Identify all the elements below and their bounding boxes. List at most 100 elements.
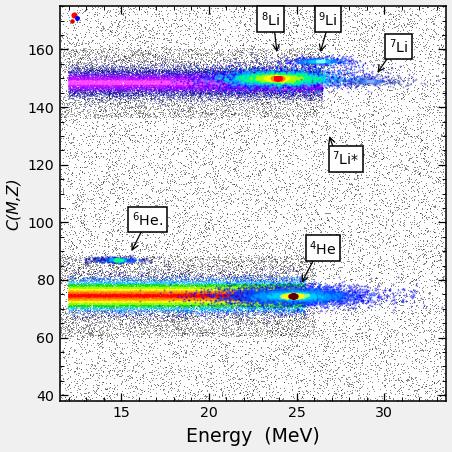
Point xyxy=(287,253,294,260)
Point xyxy=(286,47,293,54)
Point xyxy=(149,99,156,107)
Point xyxy=(67,74,75,81)
Point xyxy=(111,259,118,267)
Point xyxy=(164,289,171,297)
Point xyxy=(192,73,199,80)
Point xyxy=(168,74,175,81)
Point xyxy=(147,69,154,76)
Point xyxy=(119,285,126,292)
Point xyxy=(79,78,86,85)
Point xyxy=(109,51,117,58)
Point xyxy=(183,308,190,315)
Point xyxy=(256,76,263,83)
Point xyxy=(93,80,100,88)
Point xyxy=(196,297,203,304)
Point xyxy=(290,56,297,63)
Point xyxy=(142,56,150,63)
Point xyxy=(114,301,121,308)
Point xyxy=(104,85,112,92)
Point xyxy=(219,79,226,86)
Point xyxy=(335,295,342,302)
Point xyxy=(195,300,202,307)
Point xyxy=(348,265,355,272)
Point xyxy=(347,75,354,83)
Point xyxy=(113,296,121,303)
Point xyxy=(326,155,334,162)
Point xyxy=(100,289,107,297)
Point xyxy=(256,74,264,81)
Point xyxy=(286,292,293,299)
Point xyxy=(231,300,238,307)
Point xyxy=(114,82,121,89)
Point xyxy=(248,296,255,303)
Point xyxy=(249,70,256,77)
Point xyxy=(212,391,219,398)
Point xyxy=(128,303,135,311)
Point xyxy=(105,282,112,290)
Point xyxy=(177,81,184,88)
Point xyxy=(163,71,170,79)
Point xyxy=(292,292,299,299)
Point xyxy=(278,291,285,298)
Point xyxy=(110,185,117,193)
Point xyxy=(279,94,287,101)
Point xyxy=(122,302,129,310)
Point xyxy=(189,296,196,303)
Point xyxy=(131,335,138,342)
Point xyxy=(122,297,130,304)
Point xyxy=(270,290,278,297)
Point xyxy=(283,85,290,93)
Point xyxy=(105,113,113,120)
Point xyxy=(300,71,307,78)
Point xyxy=(174,283,182,290)
Point xyxy=(311,9,319,16)
Point xyxy=(124,289,131,297)
Point xyxy=(188,294,195,301)
Point xyxy=(217,69,224,76)
Point xyxy=(162,320,169,328)
Point xyxy=(164,297,171,304)
Point xyxy=(241,297,248,304)
Point xyxy=(288,313,296,320)
Point xyxy=(218,268,225,275)
Point xyxy=(233,78,240,85)
Point xyxy=(396,243,403,250)
Point xyxy=(279,292,286,299)
Point xyxy=(212,297,219,304)
Point xyxy=(317,77,324,85)
Point xyxy=(355,221,362,228)
Point xyxy=(189,301,197,308)
Point xyxy=(218,300,226,307)
Point xyxy=(216,86,223,93)
Point xyxy=(89,74,97,81)
Point xyxy=(255,74,262,81)
Point xyxy=(72,76,79,83)
Point xyxy=(194,391,202,398)
Point xyxy=(300,73,307,80)
Point xyxy=(382,165,390,173)
Point xyxy=(296,75,303,82)
Point xyxy=(222,323,230,330)
Point xyxy=(131,288,138,295)
Point xyxy=(243,69,250,76)
Point xyxy=(115,75,122,83)
Point xyxy=(203,74,210,81)
Point xyxy=(264,85,271,92)
Point xyxy=(291,292,298,300)
Point xyxy=(291,292,298,300)
Point xyxy=(112,314,119,321)
Point xyxy=(146,78,154,85)
Point xyxy=(136,280,143,287)
Point xyxy=(202,331,209,338)
Point xyxy=(156,108,164,116)
Point xyxy=(255,297,262,305)
Point xyxy=(188,46,195,53)
Point xyxy=(272,293,279,300)
Point xyxy=(313,167,320,174)
Point xyxy=(259,297,266,304)
Point xyxy=(296,291,303,298)
Point xyxy=(183,97,190,104)
Point xyxy=(235,318,242,325)
Point xyxy=(185,93,192,100)
Point xyxy=(169,286,176,293)
